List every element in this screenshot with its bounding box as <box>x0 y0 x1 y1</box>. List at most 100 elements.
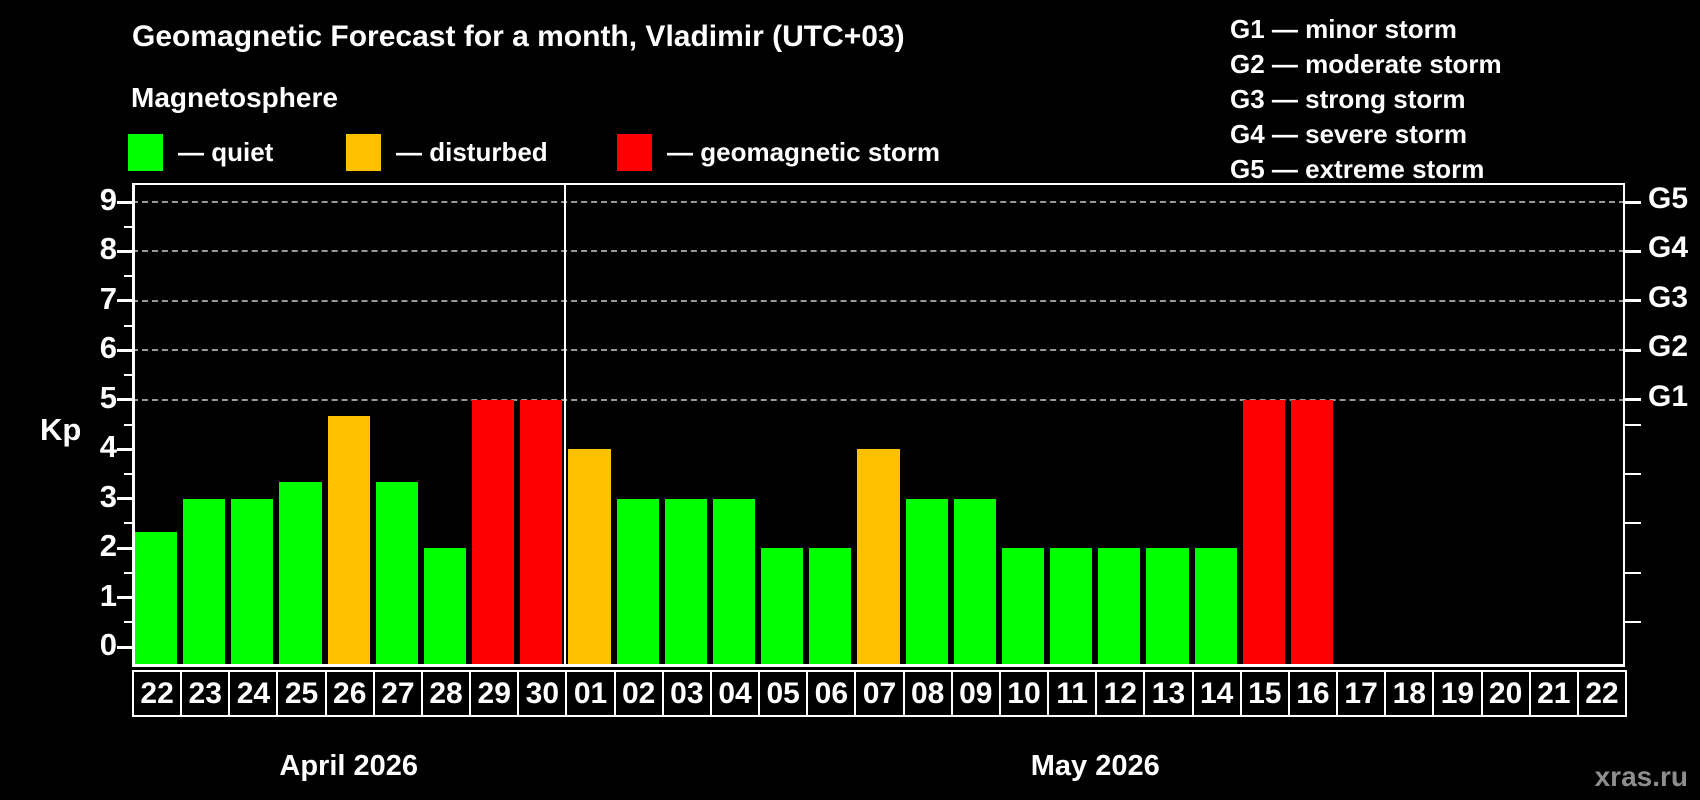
kp-bar-day-22 <box>135 531 178 667</box>
y-axis-tick <box>117 249 132 253</box>
day-label: 07 <box>854 670 905 717</box>
y-tick-label: 8 <box>99 231 117 267</box>
y-tick-label: 6 <box>99 330 117 366</box>
day-label: 21 <box>1528 670 1579 717</box>
g-axis-minor-tick <box>1625 423 1641 426</box>
kp-bar-day-04 <box>712 498 756 667</box>
storm-color-swatch <box>617 134 652 171</box>
g-scale-label-g3: G3 <box>1648 280 1689 314</box>
kp-bar-day-14 <box>1194 548 1237 667</box>
legend-label-storm: — geomagnetic storm <box>667 137 941 167</box>
g-axis-tick <box>1625 200 1641 204</box>
day-label: 20 <box>1480 670 1531 717</box>
kp-bar-day-27 <box>375 482 418 667</box>
day-label: 25 <box>276 670 327 717</box>
y-tick-label: 4 <box>99 429 117 465</box>
month-label: May 2026 <box>1030 750 1160 782</box>
kp-bar-day-11 <box>1050 548 1093 667</box>
y-axis-tick <box>117 645 132 649</box>
day-label: 04 <box>709 670 761 717</box>
y-axis-title: Kp <box>40 412 82 447</box>
y-axis-minor-tick <box>124 472 132 475</box>
day-label: 03 <box>661 670 712 717</box>
y-axis-minor-tick <box>124 522 132 525</box>
g-axis-minor-tick <box>1625 472 1641 475</box>
day-label: 23 <box>180 670 231 717</box>
g-axis-minor-tick <box>1625 571 1641 574</box>
day-label: 29 <box>469 670 520 717</box>
kp-bar-day-03 <box>664 498 707 667</box>
g-scale-label-g1: G1 <box>1648 379 1689 413</box>
day-label: 26 <box>324 670 375 717</box>
day-label: 01 <box>565 670 616 717</box>
day-label: 16 <box>1287 670 1339 717</box>
y-tick-label: 0 <box>99 627 117 662</box>
month-separator <box>564 183 567 667</box>
day-label: 30 <box>517 670 568 717</box>
y-axis-minor-tick <box>124 374 132 377</box>
legend-item-disturbed: — disturbed <box>346 134 548 171</box>
day-label: 15 <box>1239 670 1290 717</box>
y-tick-label: 9 <box>99 182 117 217</box>
day-label: 28 <box>420 670 472 717</box>
kp-bar-day-15 <box>1242 399 1285 667</box>
gridline-kp5 <box>132 398 1625 401</box>
legend-item-storm: — geomagnetic storm <box>617 134 940 171</box>
kp-bar-day-16 <box>1290 399 1334 667</box>
g-axis-minor-tick <box>1625 522 1641 525</box>
storm-scale-g1: G1 — minor storm <box>1230 14 1457 44</box>
day-label: 22 <box>132 670 183 717</box>
legend-label-quiet: — quiet <box>178 137 274 167</box>
kp-bar-day-13 <box>1146 548 1189 667</box>
y-tick-label: 7 <box>99 280 117 316</box>
day-label: 17 <box>1336 670 1387 717</box>
day-label: 10 <box>998 670 1050 717</box>
storm-scale-legend: G1 — minor storm G2 — moderate storm G3 … <box>1230 12 1502 187</box>
kp-bar-day-07 <box>857 449 900 667</box>
g-axis-minor-tick <box>1625 621 1641 624</box>
kp-bar-day-02 <box>616 498 659 667</box>
y-tick-label: 1 <box>99 577 117 613</box>
storm-scale-g4: G4 — severe storm <box>1230 119 1468 149</box>
day-label: 24 <box>228 670 279 717</box>
quiet-color-swatch <box>128 134 163 171</box>
kp-bar-day-25 <box>279 482 322 667</box>
y-axis-tick <box>117 447 132 451</box>
y-axis-tick <box>117 299 132 303</box>
day-label: 27 <box>372 670 423 717</box>
y-tick-label: 5 <box>99 379 117 415</box>
chart-title: Geomagnetic Forecast for a month, Vladim… <box>132 20 905 53</box>
day-label: 18 <box>1384 670 1435 717</box>
day-label: 13 <box>1143 670 1194 717</box>
g-axis-tick <box>1625 249 1641 253</box>
g-axis-tick <box>1625 299 1641 303</box>
day-label: 09 <box>950 670 1001 717</box>
day-label: 05 <box>758 670 809 717</box>
g-axis-tick <box>1625 348 1641 352</box>
day-label: 22 <box>1576 670 1627 717</box>
legend-label-disturbed: — disturbed <box>396 137 548 167</box>
kp-bar-day-08 <box>905 498 948 667</box>
kp-bar-day-10 <box>1001 548 1045 667</box>
g-scale-label-g5: G5 <box>1648 182 1689 215</box>
kp-bar-day-28 <box>423 548 467 667</box>
y-axis-tick <box>117 398 132 402</box>
kp-bar-day-29 <box>472 399 515 667</box>
y-axis-minor-tick <box>124 324 132 327</box>
gridline-kp9 <box>132 201 1625 203</box>
legend-title: Magnetosphere <box>131 82 338 113</box>
day-label: 08 <box>902 670 953 717</box>
y-tick-label: 2 <box>99 528 117 564</box>
gridline-kp7 <box>132 299 1625 302</box>
kp-bar-day-26 <box>327 416 370 667</box>
kp-bar-day-05 <box>761 548 804 667</box>
kp-bar-day-23 <box>183 498 226 667</box>
kp-bar-day-30 <box>520 399 563 667</box>
gridline-kp8 <box>132 250 1625 253</box>
storm-scale-g5: G5 — extreme storm <box>1230 154 1485 184</box>
g-scale-label-g4: G4 <box>1648 231 1689 265</box>
storm-scale-g3: G3 — strong storm <box>1230 84 1466 114</box>
g-scale-label-g2: G2 <box>1648 330 1689 364</box>
